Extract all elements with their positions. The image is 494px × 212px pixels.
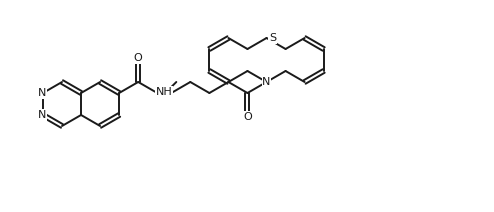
Text: O: O [134,53,143,63]
Text: NH: NH [156,87,172,97]
Text: N: N [262,77,271,87]
Text: N: N [38,88,46,98]
Text: N: N [38,110,46,120]
Text: S: S [269,33,276,43]
Text: O: O [243,112,252,122]
